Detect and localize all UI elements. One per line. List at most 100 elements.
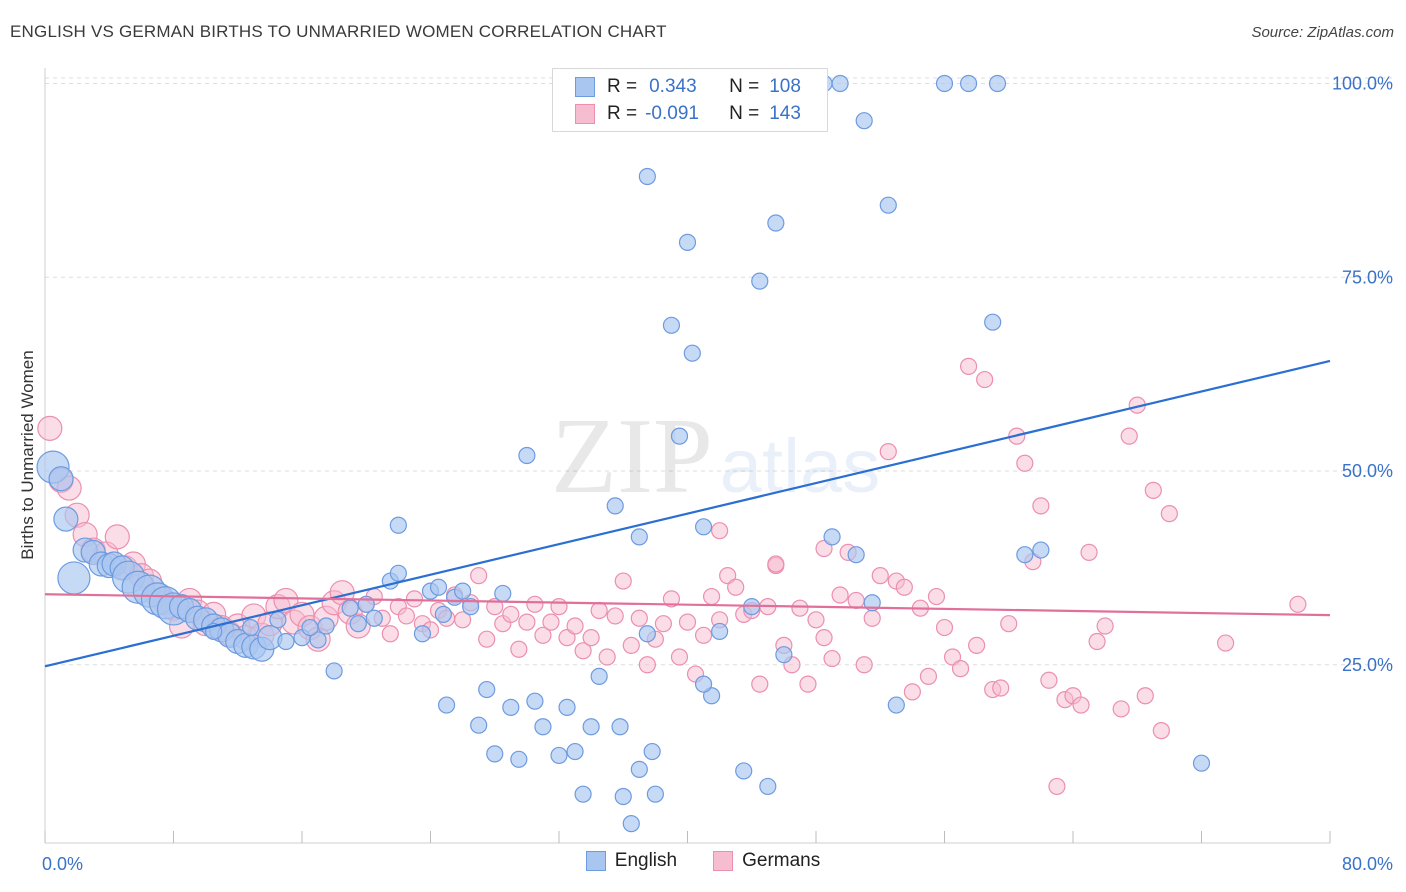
english-point-94: [879, 196, 897, 214]
germans-point-53: [478, 630, 496, 648]
germans-point-59: [526, 595, 544, 613]
english-r-label: R =: [607, 76, 638, 97]
english-point-47: [462, 598, 480, 616]
germans-point-69: [606, 607, 624, 625]
english-point-60: [574, 785, 592, 803]
english-point-84: [759, 777, 777, 796]
chart-title: ENGLISH VS GERMAN BIRTHS TO UNMARRIED WO…: [10, 22, 667, 41]
english-point-48: [470, 716, 488, 734]
source-credit[interactable]: Source: ZipAtlas.com: [1251, 24, 1394, 41]
english-point-34: [341, 599, 359, 617]
germans-point-68: [598, 648, 616, 666]
germans-point-140: [711, 522, 729, 540]
english-point-31: [309, 631, 327, 649]
germans-point-43: [397, 607, 416, 625]
y-tick-label-100: 100.0%: [1332, 74, 1393, 94]
english-point-62: [590, 667, 608, 685]
germans-point-132: [1120, 427, 1138, 445]
english-point-71: [643, 742, 661, 761]
watermark-zip: ZIP: [551, 397, 713, 516]
english-legend-swatch: [585, 851, 606, 871]
english-point-106: [434, 605, 452, 623]
english-point-68: [638, 625, 656, 643]
germans-point-73: [638, 656, 656, 674]
english-point-1: [48, 466, 74, 492]
germans-point-57: [510, 640, 528, 658]
legend-item-english[interactable]: English: [585, 850, 677, 872]
stats-legend: R = 0.343 N = 108 R = -0.091 N = 143: [552, 68, 828, 132]
germans-point-131: [1112, 700, 1130, 718]
english-point-97: [959, 74, 978, 93]
germans-point-97: [831, 586, 849, 604]
english-point-40: [389, 516, 407, 534]
english-point-43: [429, 578, 448, 596]
english-point-50: [486, 745, 504, 763]
germans-point-110: [935, 618, 954, 637]
english-point-91: [847, 546, 865, 564]
germans-point-108: [919, 667, 938, 685]
germans-point-113: [959, 357, 978, 375]
germans-point-41: [381, 625, 399, 643]
english-point-33: [325, 662, 343, 680]
germans-r-label: R =: [607, 103, 638, 124]
germans-point-134: [1136, 687, 1154, 705]
english-point-105: [301, 618, 319, 637]
english-point-58: [558, 698, 576, 716]
english-points: [36, 74, 1211, 833]
english-point-75: [678, 233, 697, 251]
germans-point-50: [454, 611, 472, 629]
germans-point-80: [694, 626, 713, 644]
germans-point-129: [1088, 632, 1106, 651]
germans-point-66: [582, 629, 600, 647]
english-point-59: [566, 742, 584, 761]
english-point-41: [413, 625, 432, 643]
english-point-56: [534, 718, 552, 736]
germans-point-0: [37, 415, 63, 441]
english-point-77: [694, 518, 713, 536]
germans-point-71: [622, 636, 640, 654]
english-point-102: [1192, 754, 1211, 772]
germans-point-72: [630, 609, 648, 627]
english-point-78: [702, 687, 721, 705]
english-point-35: [349, 615, 367, 633]
english-point-90: [831, 74, 849, 93]
english-point-63: [606, 497, 624, 515]
germans-point-70: [614, 572, 632, 590]
english-point-54: [518, 446, 536, 465]
english-point-98: [984, 313, 1002, 331]
english-point-66: [622, 815, 640, 833]
germans-legend-swatch: [713, 851, 734, 871]
legend-row-english: R = 0.343 N = 108: [575, 75, 801, 99]
germans-point-138: [1216, 634, 1235, 652]
english-point-79: [711, 622, 729, 641]
english-point-32: [317, 617, 335, 635]
germans-point-124: [1048, 777, 1066, 796]
trend-lines: [44, 359, 1331, 668]
x-tick-label-max: 80.0%: [1342, 854, 1393, 874]
germans-point-78: [678, 613, 697, 631]
germans-point-60: [534, 626, 552, 644]
germans-point-105: [895, 578, 913, 596]
english-point-28: [269, 611, 287, 629]
germans-point-141: [767, 555, 785, 573]
germans-point-120: [1016, 454, 1034, 472]
watermark-atlas: atlas: [720, 424, 881, 509]
germans-point-65: [574, 642, 592, 660]
germans-point-137: [1160, 505, 1178, 523]
germans-point-64: [566, 617, 584, 635]
germans-point-100: [855, 656, 873, 674]
germans-point-142: [815, 539, 833, 558]
y-tick-label-75: 75.0%: [1342, 267, 1393, 287]
germans-point-95: [815, 629, 833, 647]
english-point-95: [887, 696, 905, 714]
english-point-86: [775, 646, 793, 664]
germans-point-67: [590, 601, 608, 620]
english-point-67: [630, 760, 648, 778]
english-point-46: [454, 582, 472, 600]
english-point-53: [510, 750, 528, 768]
legend-item-germans[interactable]: Germans: [713, 850, 820, 872]
germans-point-77: [670, 648, 689, 666]
germans-point-99: [847, 591, 865, 610]
english-point-100: [1016, 546, 1034, 564]
germans-point-135: [1144, 481, 1162, 499]
